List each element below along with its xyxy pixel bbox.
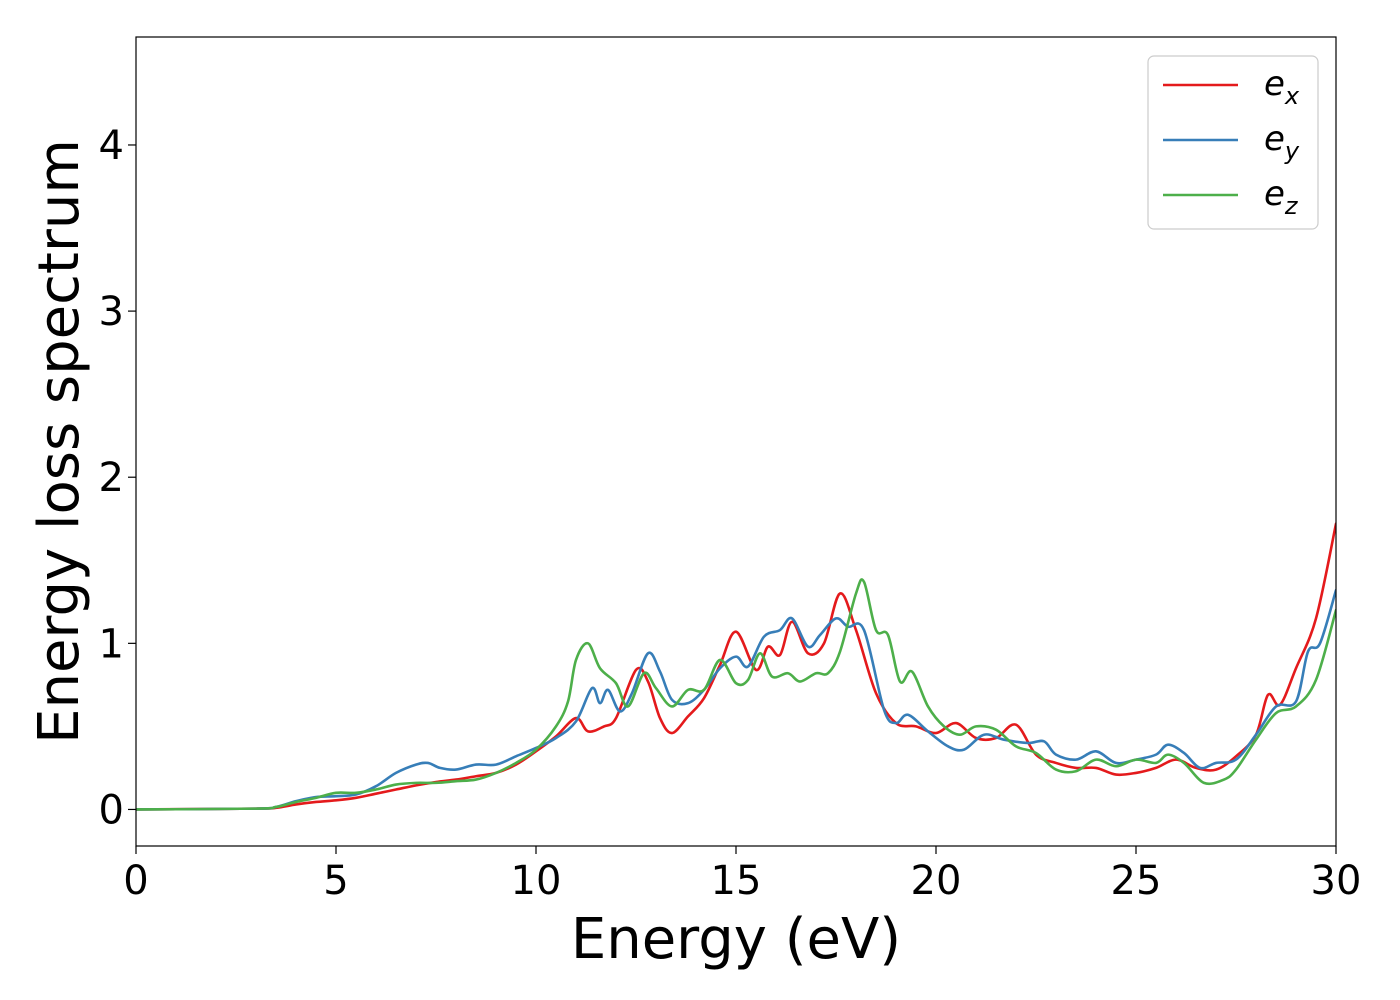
- x-tick-label: 5: [323, 858, 348, 904]
- y-tick-label: 3: [99, 289, 124, 335]
- legend-label-subscript: z: [1284, 192, 1299, 220]
- legend-label-base: e: [1264, 64, 1285, 104]
- x-tick-label: 30: [1311, 858, 1362, 904]
- legend-label-subscript: x: [1284, 82, 1300, 110]
- y-tick-label: 4: [99, 123, 124, 169]
- legend-label-base: e: [1264, 119, 1285, 159]
- x-axis-ticks: 0 5 10 15 20 25 30: [123, 846, 1361, 904]
- legend-label-z: ez: [1264, 174, 1299, 220]
- y-axis-ticks: 0 1 2 3 4: [99, 123, 136, 833]
- y-tick-label: 2: [99, 455, 124, 501]
- legend-box: [1147, 55, 1319, 230]
- x-tick-label: 10: [511, 858, 562, 904]
- x-tick-label: 25: [1111, 858, 1162, 904]
- x-axis-title: Energy (eV): [571, 907, 901, 972]
- y-tick-label: 0: [99, 787, 124, 833]
- legend-label-x: ex: [1264, 64, 1300, 110]
- series-layer: [136, 522, 1336, 811]
- legend-label-y: ey: [1264, 119, 1300, 165]
- series-line-z: [136, 578, 1336, 811]
- series-line-y: [136, 588, 1336, 811]
- legend-label-base: e: [1264, 174, 1285, 214]
- x-tick-label: 15: [711, 858, 762, 904]
- y-axis-title: Energy loss spectrum: [27, 139, 92, 744]
- legend-label-subscript: y: [1284, 137, 1300, 165]
- x-tick-label: 0: [123, 858, 148, 904]
- x-tick-label: 20: [911, 858, 962, 904]
- y-tick-label: 1: [99, 621, 124, 667]
